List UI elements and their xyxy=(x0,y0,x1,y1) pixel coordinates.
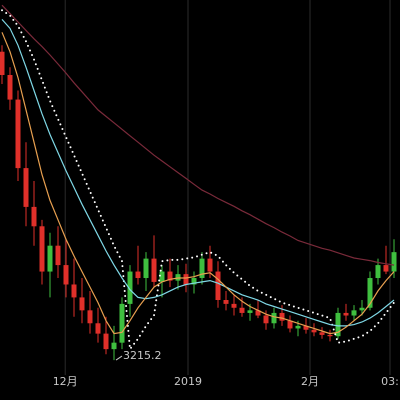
candle-body xyxy=(359,307,365,311)
candle-body xyxy=(7,75,13,100)
candle-body xyxy=(119,303,125,343)
candle-body xyxy=(191,278,197,285)
annotation-leader xyxy=(115,355,123,361)
candle-body xyxy=(207,258,213,272)
candle-body xyxy=(223,300,229,304)
x-tick-label: 2月 xyxy=(301,375,319,388)
candle-body xyxy=(231,303,237,308)
candle-body xyxy=(135,271,141,279)
candle-body xyxy=(175,274,181,281)
candle-body xyxy=(39,226,45,272)
candle-body xyxy=(143,258,149,279)
annotation: 3215.2 xyxy=(123,349,162,362)
x-tick-label: 03: xyxy=(381,375,399,388)
candle-body xyxy=(303,325,309,330)
candle-body xyxy=(167,271,173,281)
candle-body xyxy=(215,271,221,300)
x-tick-label: 2019 xyxy=(174,375,202,388)
candle-body xyxy=(263,315,269,324)
candle-body xyxy=(335,312,341,337)
candle-body xyxy=(63,265,69,285)
candle-body xyxy=(279,312,285,321)
candle-body xyxy=(159,271,165,282)
candle-body xyxy=(295,325,301,329)
candle-body xyxy=(199,258,205,279)
candle-body xyxy=(151,258,157,282)
candle-body xyxy=(79,297,85,311)
candle-body xyxy=(239,307,245,313)
candle-body xyxy=(311,329,317,333)
candle-body xyxy=(183,274,189,285)
candle-body xyxy=(327,334,333,337)
candle-body xyxy=(319,332,325,335)
candle-body xyxy=(31,206,37,227)
ma-line xyxy=(1,32,395,335)
candle-body xyxy=(71,284,77,298)
candle-body xyxy=(383,265,389,272)
candle-body xyxy=(23,168,29,207)
ma-line xyxy=(1,4,395,266)
candle-body xyxy=(0,51,5,75)
candle-body xyxy=(255,310,261,316)
candle-body xyxy=(127,271,133,304)
candle-body xyxy=(87,310,93,324)
candle-body xyxy=(95,323,101,334)
candle-body xyxy=(287,320,293,329)
candle-body xyxy=(47,245,53,272)
candle-body xyxy=(343,312,349,316)
candle-body xyxy=(351,310,357,316)
candle-body xyxy=(375,265,381,279)
candle-body xyxy=(15,99,21,169)
candle-body xyxy=(271,312,277,324)
candle-body xyxy=(247,310,253,313)
candle-body xyxy=(55,245,61,266)
candle-body xyxy=(391,252,397,272)
candle-body xyxy=(111,342,117,350)
ma-line xyxy=(1,19,395,327)
candle-body xyxy=(103,333,109,350)
x-tick-label: 12月 xyxy=(53,375,78,388)
candle-body xyxy=(367,278,373,308)
